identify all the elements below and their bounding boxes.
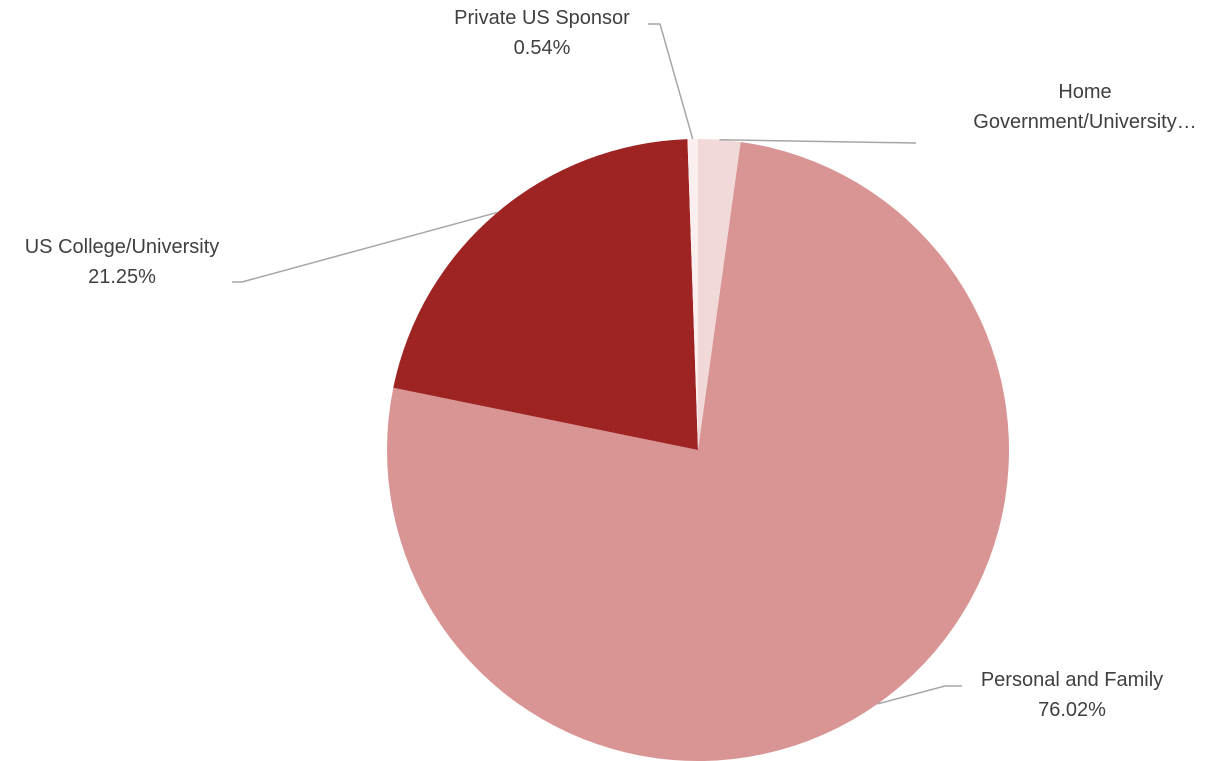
slice-name-text: Home bbox=[1058, 81, 1111, 103]
slice-label-home-government-university: Home Government/University… bbox=[973, 81, 1196, 133]
slice-value-text: 0.54% bbox=[514, 37, 571, 59]
slice-name-text: Personal and Family bbox=[981, 669, 1163, 691]
slice-name-text: US College/University bbox=[25, 236, 220, 258]
slice-label-us-college-university: US College/University 21.25% bbox=[25, 236, 220, 288]
leader-line-us-college-university bbox=[232, 211, 498, 283]
slices-layer bbox=[387, 139, 1009, 761]
slice-label-personal-and-family: Personal and Family 76.02% bbox=[981, 669, 1163, 721]
leader-line-home-government-university bbox=[719, 138, 917, 144]
pie-slice-home-government-university bbox=[698, 139, 741, 450]
pie-slice-personal-and-family bbox=[387, 141, 1009, 761]
pie-slice-us-college-university bbox=[393, 139, 698, 450]
pie-slice-private-us-sponsor bbox=[687, 139, 698, 450]
slice-name-text: Government/University… bbox=[973, 111, 1196, 133]
slice-value-text: 21.25% bbox=[88, 266, 156, 288]
leader-lines-layer bbox=[232, 23, 962, 705]
slice-value-text: 76.02% bbox=[1038, 699, 1106, 721]
leader-line-private-us-sponsor bbox=[648, 23, 694, 140]
slice-label-private-us-sponsor: Private US Sponsor 0.54% bbox=[454, 7, 630, 59]
labels-layer: Home Government/University… Personal and F… bbox=[25, 7, 1197, 721]
leader-line-personal-and-family bbox=[877, 685, 962, 705]
slice-name-text: Private US Sponsor bbox=[454, 7, 630, 29]
